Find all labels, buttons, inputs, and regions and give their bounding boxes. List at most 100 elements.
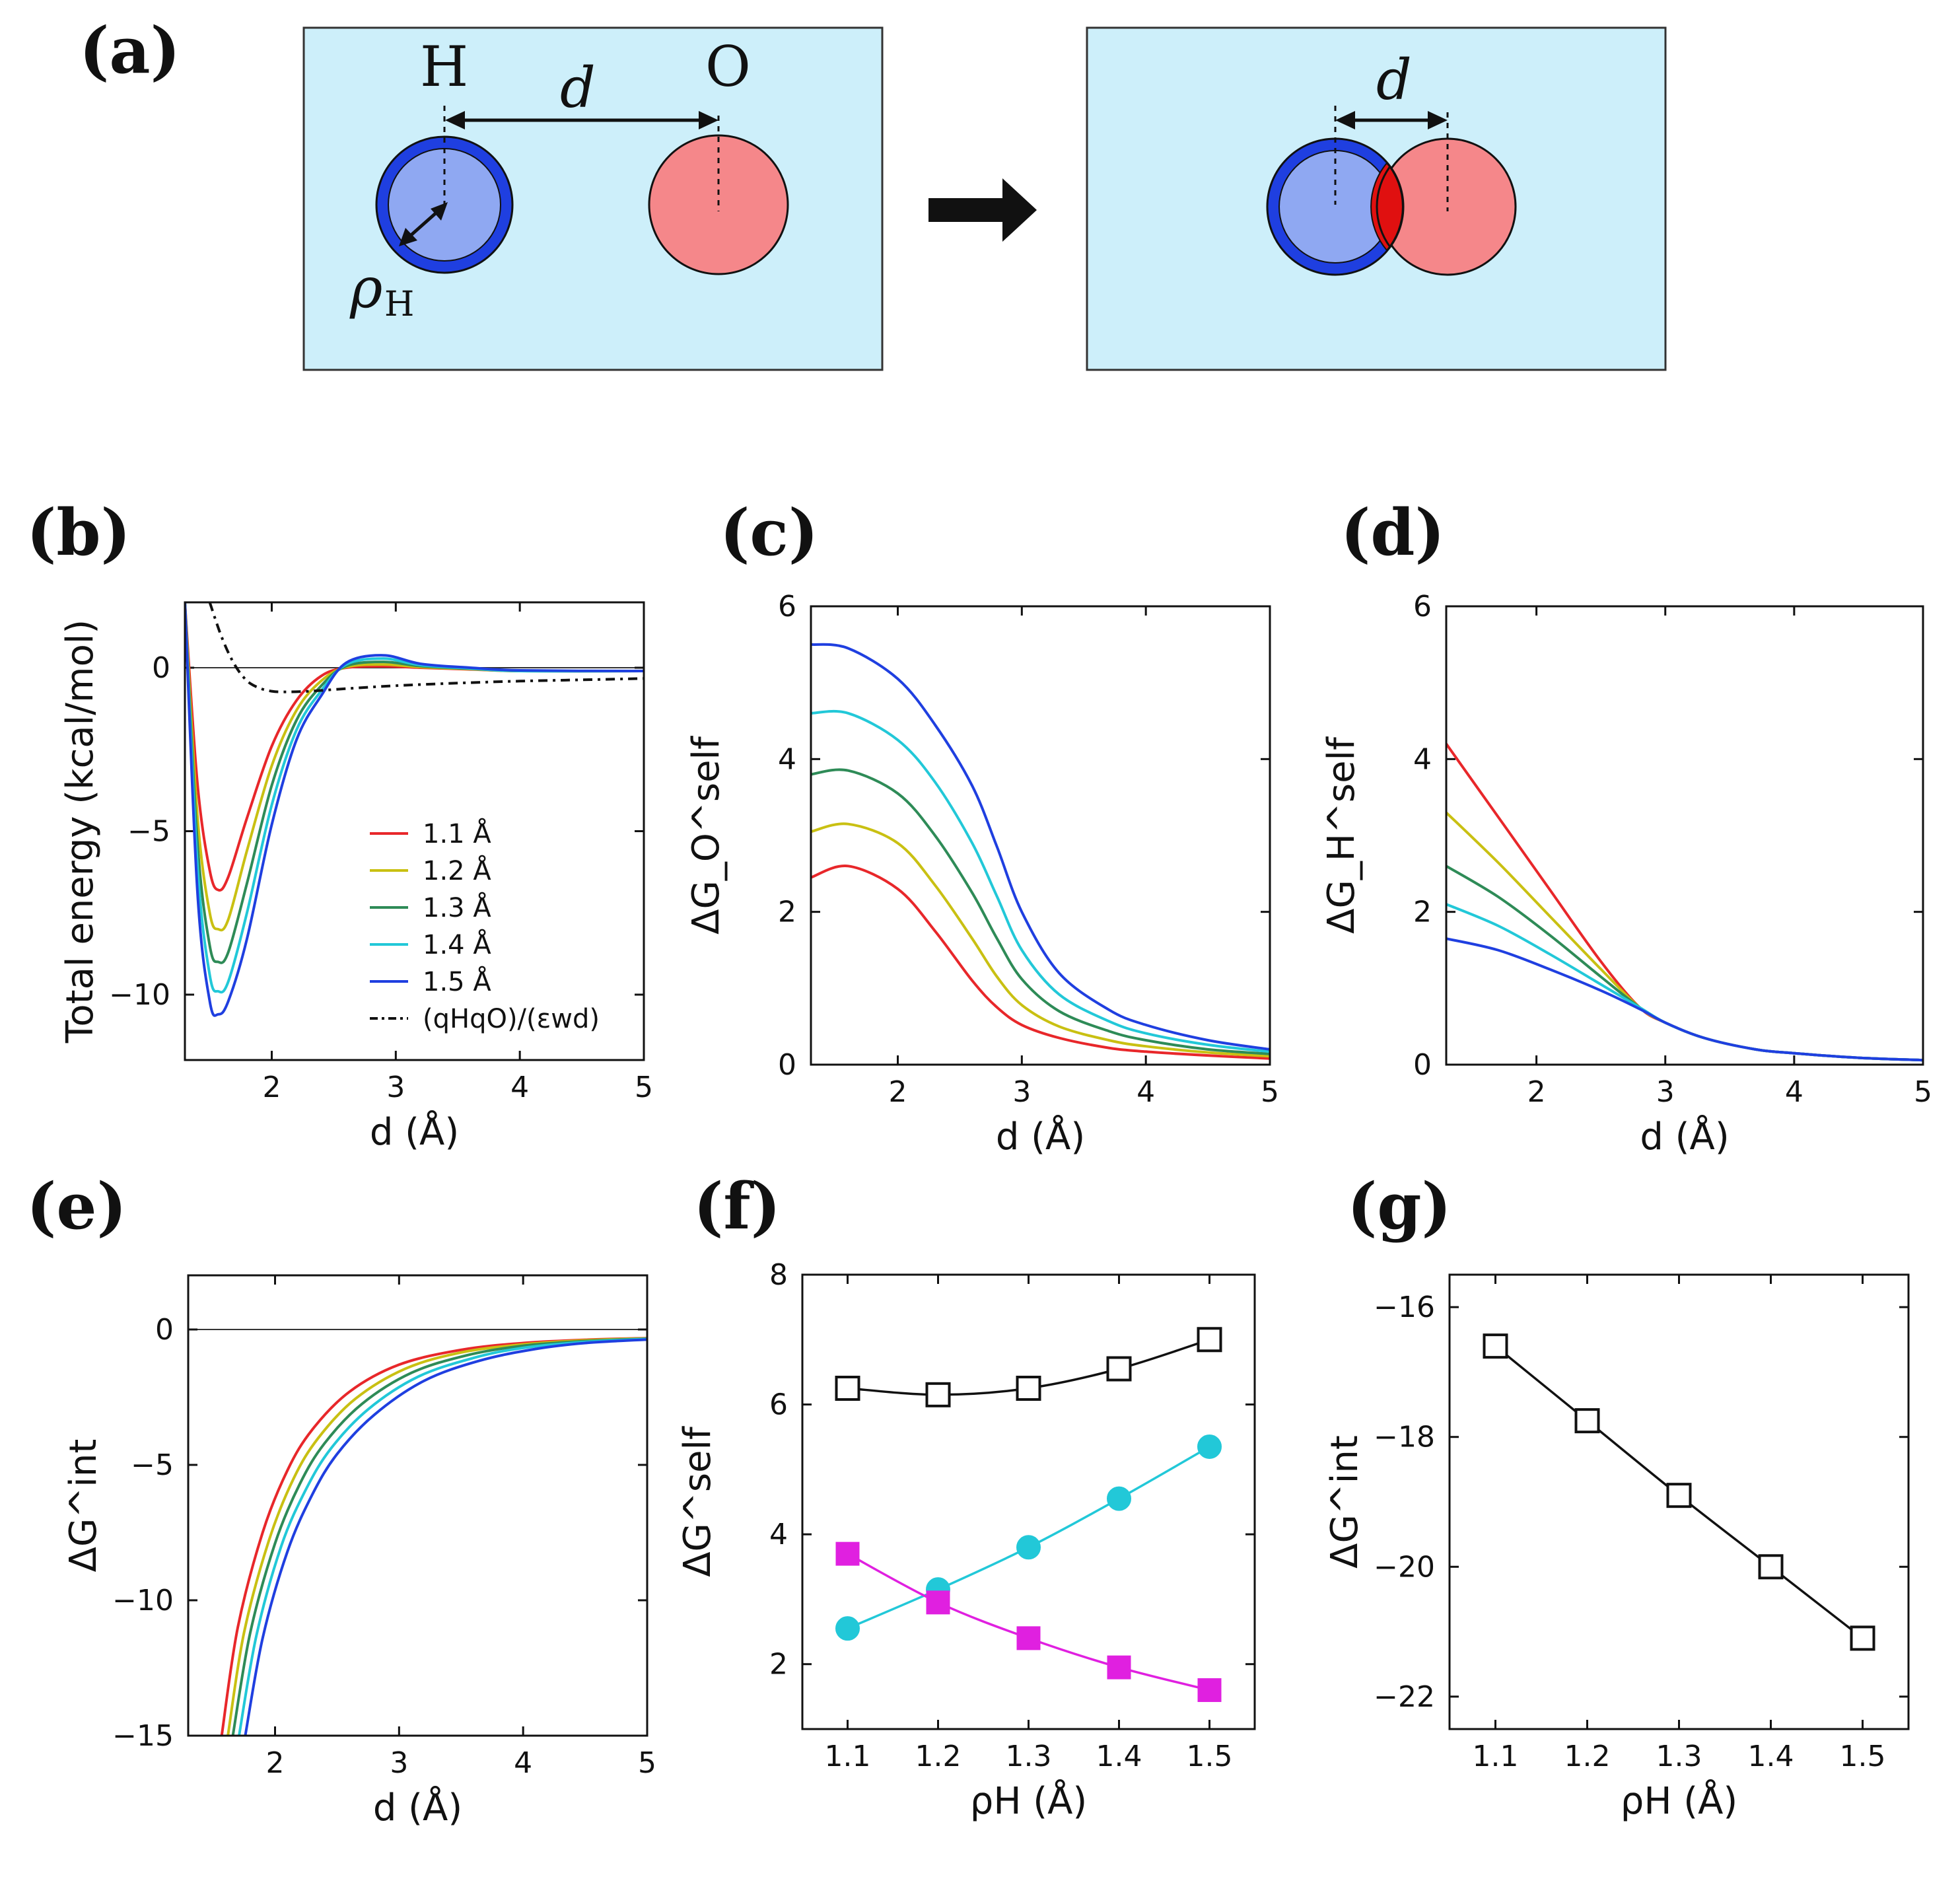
x-axis-label: ρH (Å) <box>970 1779 1087 1823</box>
data-point-open-square <box>1483 1333 1508 1359</box>
y-axis-label: ΔG^int <box>62 1439 105 1573</box>
data-point-open-square <box>1758 1554 1784 1580</box>
y-axis-label: Total energy (kcal/mol) <box>59 620 102 1044</box>
plot-frame <box>187 1274 648 1737</box>
chart-panel-f: 1.1 1.2 1.3 1.4 1.5 2 4 6 8 ρH (Å) ΔG^self <box>676 1258 1256 1823</box>
series-line <box>847 1553 1210 1691</box>
y-tick-label: 6 <box>769 1388 788 1422</box>
x-tick-label: 5 <box>635 1071 653 1104</box>
plot-frame <box>801 1273 1256 1730</box>
x-axis-label: d (Å) <box>370 1110 459 1154</box>
y-tick-label: −22 <box>1374 1680 1435 1714</box>
arrowhead-right-overlap <box>1428 111 1448 129</box>
y-tick-label: −10 <box>112 1584 174 1617</box>
y-tick-label: −16 <box>1374 1291 1435 1324</box>
legend-label: 1.4 Å <box>423 929 491 960</box>
legend-label: 1.5 Å <box>423 966 491 997</box>
chart-panel-d: 2 3 4 5 0 2 4 6 d (Å) ΔG_H^self <box>1320 590 1932 1158</box>
plot-frame <box>184 601 645 1061</box>
x-tick-label: 1.5 <box>1187 1740 1233 1773</box>
data-point-filled-square <box>1197 1678 1222 1703</box>
y-tick-label: 0 <box>1413 1048 1432 1082</box>
series-line <box>811 768 1270 1055</box>
schematic-panel: H O d ρ H d <box>302 26 1667 371</box>
y-axis-label: ΔG_O^self <box>685 736 728 935</box>
y-axis-label: ΔG^self <box>676 1426 719 1577</box>
x-axis-label: d (Å) <box>996 1115 1085 1158</box>
panel-label-a: (a) <box>79 13 180 88</box>
chart-panel-e: 2 3 4 5 0 −5 −10 −15 d (Å) ΔG^int <box>62 1274 656 1829</box>
atom-label-h: H <box>420 34 468 99</box>
transition-arrow-icon <box>928 178 1037 242</box>
y-tick-label: 0 <box>152 651 170 685</box>
legend-label: 1.1 Å <box>423 818 491 849</box>
x-tick-label: 3 <box>386 1071 405 1104</box>
x-tick-label: 4 <box>514 1746 532 1780</box>
x-tick-label: 2 <box>1527 1075 1546 1109</box>
x-tick-label: 1.2 <box>915 1740 962 1773</box>
x-axis-label: d (Å) <box>373 1786 462 1829</box>
plots: 2 3 4 5 0 −5 −10 d (Å) Total energy (kcal/mol) 1.… <box>59 590 1932 1829</box>
x-tick-label: 1.2 <box>1564 1740 1611 1773</box>
y-tick-label: −10 <box>109 978 170 1012</box>
panel-label-f: (f) <box>693 1169 781 1244</box>
series-line <box>1446 937 1923 1062</box>
series-group <box>220 1337 647 1736</box>
radius-arrowhead-b <box>431 202 448 221</box>
x-tick-label: 1.3 <box>1656 1740 1702 1773</box>
data-point-open-square <box>1106 1356 1132 1382</box>
x-tick-label: 1.3 <box>1006 1740 1052 1773</box>
x-tick-label: 1.4 <box>1096 1740 1142 1773</box>
x-tick-label: 1.4 <box>1748 1740 1794 1773</box>
series-group <box>811 643 1270 1060</box>
data-point-filled-square <box>926 1590 950 1615</box>
data-point-open-square <box>1016 1376 1041 1401</box>
x-tick-label: 5 <box>638 1746 656 1780</box>
y-tick-label: −20 <box>1374 1550 1435 1584</box>
series-line <box>185 602 644 892</box>
y-tick-label: 0 <box>778 1048 796 1082</box>
distance-label-overlap: d <box>1376 48 1412 112</box>
series-group <box>185 602 644 1017</box>
x-axis-label: d (Å) <box>1640 1115 1729 1158</box>
series-line <box>231 1337 647 1736</box>
data-point-filled-circle <box>1016 1535 1041 1560</box>
panel-label-g: (g) <box>1347 1169 1452 1244</box>
series-line <box>811 709 1270 1053</box>
series-line <box>1446 903 1923 1062</box>
panel-label-e: (e) <box>26 1169 127 1244</box>
series-line <box>811 822 1270 1058</box>
data-point-open-square <box>1850 1625 1875 1651</box>
y-tick-label: −5 <box>131 1448 174 1482</box>
x-tick-label: 1.5 <box>1840 1740 1886 1773</box>
series-line <box>185 602 644 1017</box>
data-point-open-square <box>1666 1483 1692 1508</box>
series-group <box>1446 743 1923 1062</box>
x-tick-label: 3 <box>390 1746 408 1780</box>
radius-subscript: H <box>384 285 414 324</box>
y-tick-label: 8 <box>769 1258 788 1292</box>
data-point-open-square <box>1197 1327 1222 1353</box>
y-tick-label: −15 <box>112 1719 174 1753</box>
legend-label: 1.3 Å <box>423 892 491 923</box>
x-tick-label: 3 <box>1656 1075 1675 1109</box>
arrowhead-left-overlap <box>1335 111 1355 129</box>
x-tick-label: 2 <box>265 1746 284 1780</box>
series-line <box>811 865 1270 1060</box>
series-line <box>1446 743 1923 1062</box>
series-line <box>208 602 644 693</box>
panel-label-d: (d) <box>1341 495 1445 570</box>
data-point-filled-square <box>1016 1626 1041 1650</box>
y-tick-label: 2 <box>778 896 796 929</box>
chart-panel-g: 1.1 1.2 1.3 1.4 1.5 −16 −18 −20 −22 ρH (Å) ΔG^int <box>1323 1273 1910 1823</box>
arrowhead-right <box>699 111 718 129</box>
x-tick-label: 4 <box>510 1071 529 1104</box>
radius-label: ρ <box>349 256 382 320</box>
panel-label-b: (b) <box>26 495 131 570</box>
data-point-filled-square <box>835 1541 860 1566</box>
y-tick-label: 6 <box>778 590 796 623</box>
x-tick-label: 1.1 <box>1473 1740 1519 1773</box>
y-tick-label: 6 <box>1413 590 1432 623</box>
series-line <box>244 1338 647 1736</box>
